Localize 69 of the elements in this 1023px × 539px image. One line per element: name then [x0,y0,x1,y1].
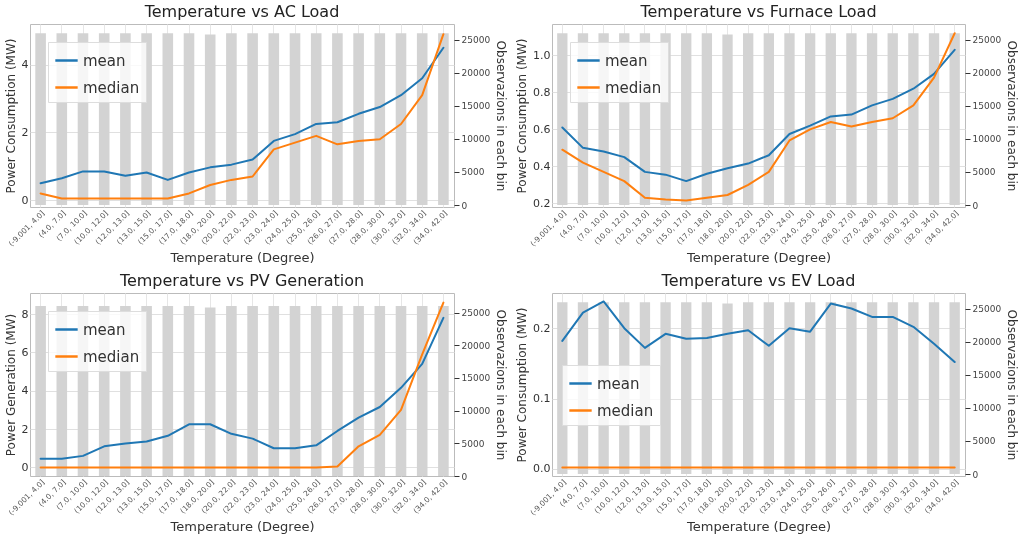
y-tick-label: 0.6 [533,122,551,136]
y2-tick-label: 25000 [972,304,1002,315]
legend-label: median [83,78,140,97]
legend-label: median [605,78,662,97]
y-tick-label: 0 [21,460,29,474]
line-series [561,48,956,183]
x-axis-title: Temperature (Degree) [169,249,315,265]
y-tick-label: 4 [21,58,29,72]
y-tick-label: 4 [21,384,29,398]
chart-title: Temperature vs EV Load [660,271,856,290]
y2-axis-title: Observazions in each bin [1005,309,1020,461]
y2-axis-title: Observazions in each bin [494,309,509,461]
legend-label: mean [83,320,126,339]
y-axis-title: Power Consumption (MW) [515,38,530,194]
chart-title: Temperature vs PV Generation [118,271,365,290]
y-tick-label: 0 [21,193,29,207]
y2-tick-label: 15000 [972,370,1002,381]
y2-tick-label: 10000 [461,406,491,417]
y-tick-label: 2 [21,125,29,139]
y2-tick-label: 15000 [461,101,491,112]
y-tick-label: 0.0 [533,462,551,476]
y2-tick-label: 5000 [461,167,485,178]
y-tick-label: 8 [21,307,29,321]
y2-tick-label: 5000 [972,167,996,178]
chart-title: Temperature vs AC Load [143,2,340,21]
line-series [39,33,445,200]
y-tick-label: 1.0 [533,48,551,62]
y2-tick-label: 20000 [461,68,491,79]
y2-tick-label: 15000 [972,101,1002,112]
line-series [39,46,445,185]
y2-tick-label: 25000 [461,35,491,46]
y2-tick-label: 10000 [972,403,1002,414]
y2-axis-title: Observazions in each bin [494,40,509,192]
legend-label: median [597,401,654,420]
y2-tick-label: 25000 [461,308,491,319]
y-tick-label: 0.8 [533,85,551,99]
y-axis-title: Power Generation (MW) [3,313,18,457]
y2-tick-label: 15000 [461,373,491,384]
y2-tick-label: 20000 [972,337,1002,348]
y-axis-title: Power Consumption (MW) [3,38,18,194]
legend-label: mean [83,51,126,70]
legend-label: median [83,347,140,366]
y2-tick-label: 5000 [972,436,996,447]
y2-tick-label: 0 [972,469,979,480]
legend-label: mean [605,51,648,70]
line-series [561,300,956,363]
y-tick-label: 2 [21,422,29,436]
y-tick-label: 0.2 [533,196,551,210]
y2-tick-label: 20000 [461,340,491,351]
y2-tick-label: 0 [972,200,979,211]
y2-tick-label: 0 [461,471,468,482]
y2-tick-label: 20000 [972,68,1002,79]
y-axis-title: Power Consumption (MW) [515,307,530,463]
y2-axis-title: Observazions in each bin [1005,40,1020,192]
x-axis-title: Temperature (Degree) [169,518,315,534]
legend-label: mean [597,374,640,393]
y-tick-label: 0.4 [533,159,551,173]
line-series [561,32,956,202]
chart-title: Temperature vs Furnace Load [639,2,877,21]
y2-tick-label: 0 [461,200,468,211]
y-tick-label: 0.1 [533,392,551,406]
x-axis-title: Temperature (Degree) [686,518,831,534]
y2-tick-label: 25000 [972,35,1002,46]
y2-tick-label: 5000 [461,438,485,449]
y2-tick-label: 10000 [972,134,1002,145]
y2-tick-label: 10000 [461,134,491,145]
y-tick-label: 6 [21,345,29,359]
y-tick-label: 0.2 [533,321,551,335]
x-axis-title: Temperature (Degree) [686,249,831,265]
